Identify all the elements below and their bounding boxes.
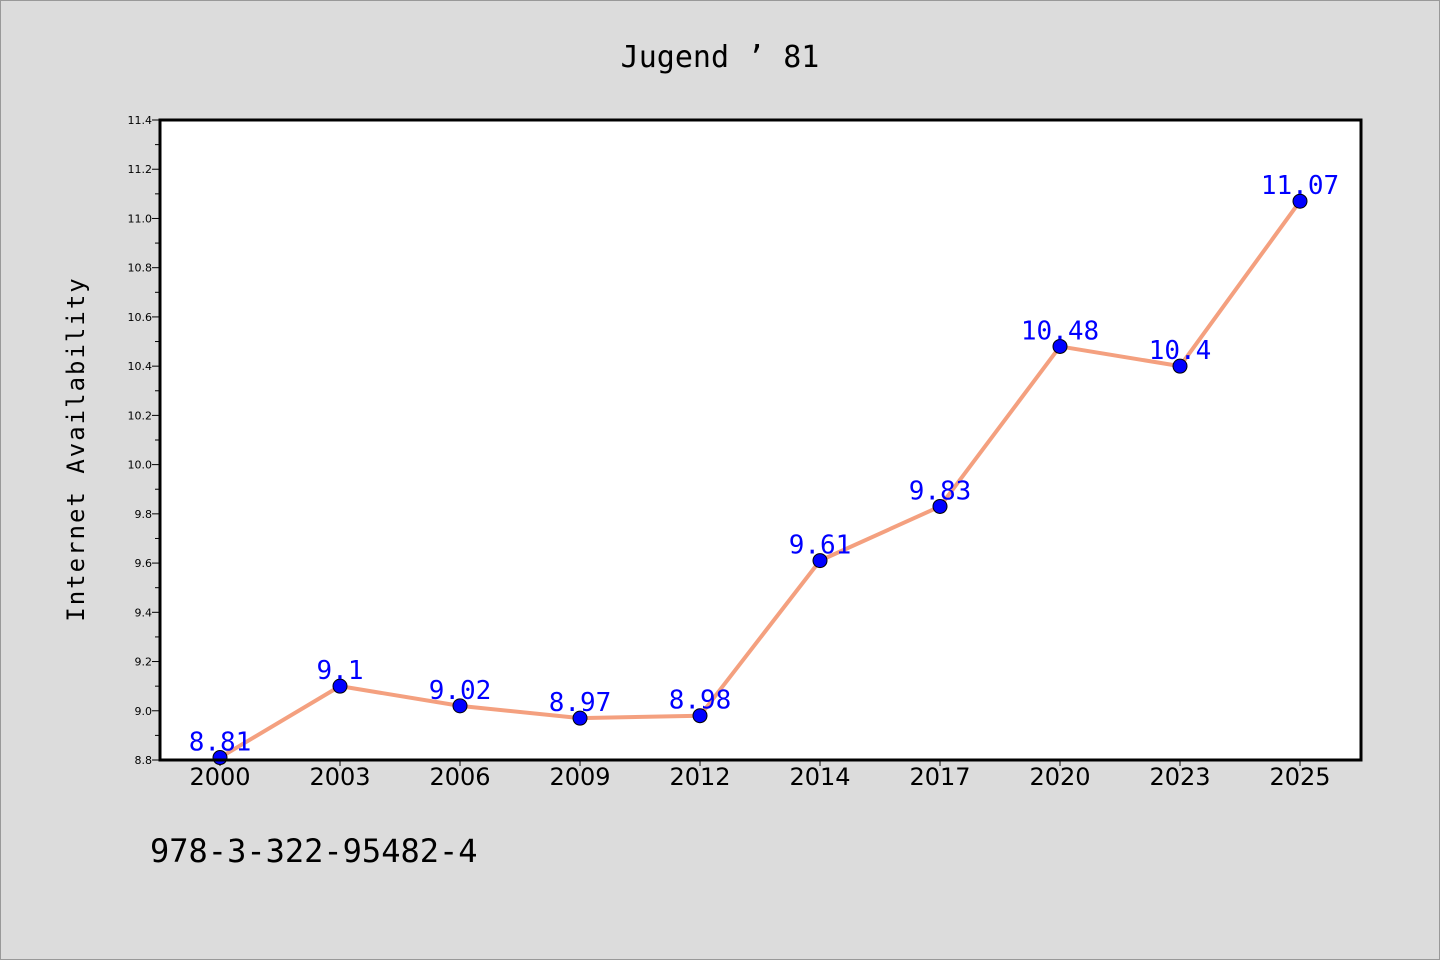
plot-frame xyxy=(158,118,1363,762)
y-tick-label: 10.6 xyxy=(128,311,153,324)
y-tick-label: 9.4 xyxy=(135,606,153,619)
x-tick-label: 2017 xyxy=(909,763,970,791)
x-tick-label: 2012 xyxy=(669,763,730,791)
y-axis-label: Internet Availability xyxy=(62,276,90,621)
x-tick-label: 2023 xyxy=(1149,763,1210,791)
x-tick-label: 2014 xyxy=(789,763,850,791)
isbn-caption: 978-3-322-95482-4 xyxy=(150,832,478,870)
data-point xyxy=(572,710,588,726)
data-point xyxy=(932,498,948,514)
data-point xyxy=(812,553,828,569)
data-label: 9.61 xyxy=(789,531,852,561)
y-tick-label: 8.8 xyxy=(135,754,153,767)
data-label: 11.07 xyxy=(1261,171,1339,201)
x-tick-label: 2009 xyxy=(549,763,610,791)
data-label: 8.97 xyxy=(549,688,612,718)
data-point xyxy=(692,708,708,724)
data-label: 10.48 xyxy=(1021,316,1099,346)
y-tick-label: 11.2 xyxy=(128,163,153,176)
x-axis: 2000 2003 2006 2009 2012 2014 2017 2020 2023 2025 xyxy=(189,760,1331,791)
y-tick-label: 10.4 xyxy=(128,360,153,373)
data-label: 9.1 xyxy=(317,656,364,686)
plot-area xyxy=(160,120,1361,760)
x-tick-label: 2020 xyxy=(1029,763,1090,791)
data-label: 9.83 xyxy=(909,476,972,506)
data-point xyxy=(1052,338,1068,354)
data-series: 8.81 9.1 9.02 8.97 8.98 9.61 9.83 10.48 10.4 11.0… xyxy=(189,171,1339,766)
chart-title: Jugend ’ 81 xyxy=(621,40,820,75)
x-tick-label: 2003 xyxy=(309,763,370,791)
data-point xyxy=(452,698,468,714)
y-tick-label: 10.8 xyxy=(128,262,153,275)
data-label: 8.98 xyxy=(669,686,732,716)
x-tick-label: 2000 xyxy=(189,763,250,791)
data-point xyxy=(1292,193,1308,209)
y-tick-label: 9.8 xyxy=(135,508,153,521)
data-label: 8.81 xyxy=(189,728,252,758)
x-tick-label: 2025 xyxy=(1269,763,1330,791)
data-point xyxy=(332,678,348,694)
data-point xyxy=(1172,358,1188,374)
y-tick-label: 11.0 xyxy=(128,212,153,225)
y-tick-label: 10.2 xyxy=(128,409,153,422)
y-tick-label: 9.2 xyxy=(135,656,153,669)
data-label: 9.02 xyxy=(429,676,492,706)
y-tick-label: 9.6 xyxy=(135,557,153,570)
y-tick-label: 11.4 xyxy=(128,114,153,127)
data-label: 10.4 xyxy=(1149,336,1212,366)
series-line xyxy=(218,199,1302,760)
y-tick-label: 9.0 xyxy=(135,705,153,718)
x-tick-label: 2006 xyxy=(429,763,490,791)
y-axis: 8.8 9.0 9.2 9.4 9.6 9.8 10.0 10.2 10.4 10.6 10.8 11… xyxy=(128,114,160,767)
y-tick-label: 10.0 xyxy=(128,459,153,472)
